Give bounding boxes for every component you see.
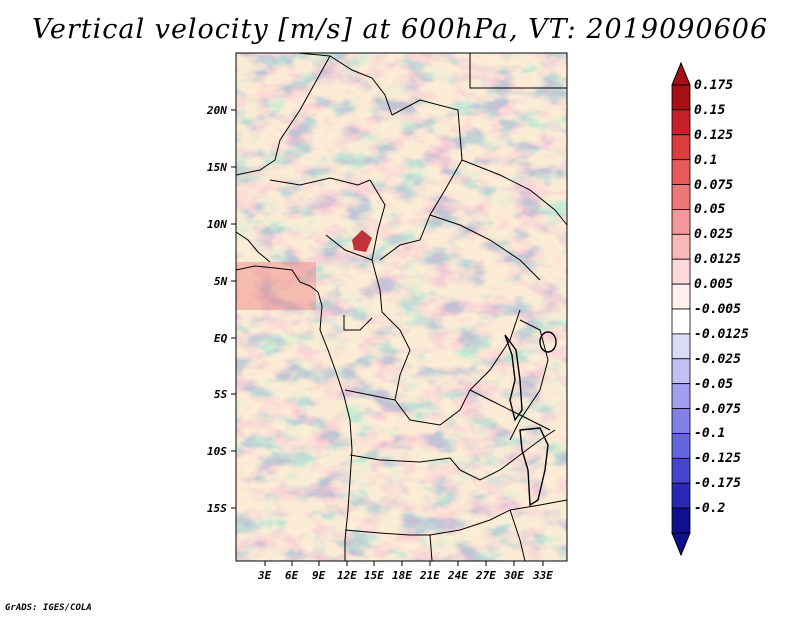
colorbar-swatch [671,283,691,310]
colorbar-label: -0.005 [694,302,741,317]
colorbar-label: 0.175 [694,78,734,93]
lon-label: 15E [364,569,384,582]
colorbar-swatch [671,333,691,360]
colorbar-label: -0.05 [694,376,734,392]
colorbar-swatch [671,184,691,210]
colorbar-swatch [671,209,691,235]
credit-text: GrADS: IGES/COLA [5,603,92,613]
country-borders [236,53,567,561]
colorbar-swatch [671,134,691,161]
colorbar-label: 0.1 [694,152,718,168]
lon-label: 18E [392,569,412,582]
colorbar-label: 0.005 [694,277,734,293]
lat-label: 10N [207,218,227,231]
colorbar [671,61,691,557]
colorbar-swatch [671,258,691,285]
axis-ticks [231,109,544,566]
colorbar-label: -0.0125 [694,326,749,342]
colorbar-label: -0.175 [694,476,741,492]
colorbar-label: 0.025 [694,227,734,243]
colorbar-label: -0.075 [694,401,741,417]
lon-label: 24E [448,569,468,582]
colorbar-swatch [671,308,691,335]
colorbar-label: 0.075 [694,177,734,193]
lon-label: 30E [504,569,524,582]
colorbar-swatch [671,84,691,111]
lon-label: 27E [476,569,496,582]
lon-label: 3E [258,569,272,582]
lat-label: 15N [207,161,227,174]
lat-label: 5N [214,275,228,288]
lat-label: 15S [207,502,227,515]
lon-label: 12E [337,569,357,582]
colorbar-swatch [671,433,691,459]
colorbar-swatch [671,159,691,185]
lat-label: 5S [214,388,228,401]
colorbar-label: -0.125 [694,451,741,467]
colorbar-label: 0.125 [694,127,734,143]
colorbar-label: 0.0125 [694,252,741,268]
colorbar-swatch [671,507,691,534]
lon-label: 21E [420,569,440,582]
colorbar-swatch [671,408,691,434]
lat-label: 20N [207,104,227,117]
colorbar-swatch [671,457,691,484]
colorbar-swatch [671,358,691,385]
lat-label: EQ [214,332,228,345]
colorbar-arrow-bottom [671,532,691,557]
colorbar-arrow-top [671,61,691,86]
lon-label: 6E [285,569,299,582]
chart-title: Vertical velocity [m/s] at 600hPa, VT: 2… [31,14,769,45]
colorbar-swatch [671,109,691,136]
lat-label: 10S [207,445,227,458]
colorbar-swatch [671,233,691,260]
colorbar-swatch [671,383,691,409]
lakes [504,331,557,507]
vertical-velocity-field [236,53,567,561]
colorbar-label: 0.05 [694,202,726,218]
colorbar-label: 0.15 [694,102,726,118]
colorbar-swatch [671,482,691,509]
colorbar-label: -0.2 [694,501,726,517]
colorbar-label: -0.1 [694,426,726,442]
lon-label: 9E [312,569,326,582]
lon-label: 33E [533,569,553,582]
colorbar-label: -0.025 [694,351,741,367]
